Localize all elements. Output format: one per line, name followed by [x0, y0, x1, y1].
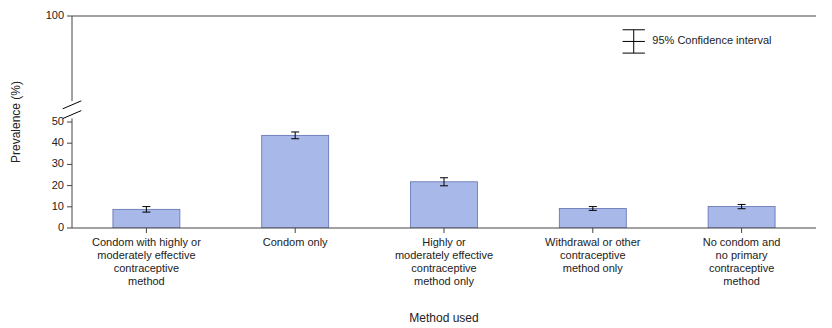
y-tick-label: 30	[52, 157, 64, 169]
x-tick-label-line: moderately effective	[97, 249, 195, 261]
y-tick-label: 20	[52, 179, 64, 191]
error-bar	[291, 132, 299, 139]
y-tick-label: 50	[52, 115, 64, 127]
x-tick-label-line: no primary	[716, 249, 768, 261]
y-tick	[67, 143, 72, 144]
y-tick-label: 0	[58, 221, 64, 233]
x-tick-label-line: contraceptive	[709, 262, 774, 274]
x-tick	[741, 228, 742, 233]
x-tick-label: Condom with highly ormoderately effectiv…	[92, 236, 201, 287]
ci-key-label: 95% Confidence interval	[652, 34, 771, 46]
x-tick	[592, 228, 593, 233]
x-tick-label: Condom only	[263, 236, 328, 248]
top-boundary-line	[72, 16, 816, 17]
y-tick-label: 100	[46, 9, 64, 21]
error-bar	[738, 204, 746, 208]
chart-container: 01020304050100Condom with highly ormoder…	[0, 0, 832, 328]
x-tick-label-line: Withdrawal or other	[545, 236, 641, 248]
x-tick-label-line: method	[723, 275, 760, 287]
x-tick-label-line: contraceptive	[114, 262, 179, 274]
chart-svg: 01020304050100Condom with highly ormoder…	[0, 0, 832, 328]
x-tick-label-line: Condom only	[263, 236, 328, 248]
x-tick-label-line: method only	[563, 262, 623, 274]
x-tick-label-line: method	[128, 275, 165, 287]
x-tick	[444, 228, 445, 233]
ci-key-symbol	[623, 30, 645, 53]
axis-break-mark	[63, 101, 81, 109]
x-tick-label-line: contraceptive	[560, 249, 625, 261]
y-tick	[67, 122, 72, 123]
bar	[262, 135, 329, 228]
x-tick	[146, 228, 147, 233]
x-tick-label-line: Condom with highly or	[92, 236, 201, 248]
error-bar	[142, 207, 150, 213]
x-tick-label: Withdrawal or othercontraceptivemethod o…	[545, 236, 641, 274]
x-tick-label-line: No condom and	[703, 236, 781, 248]
error-bars	[142, 132, 745, 212]
error-bar	[440, 178, 448, 186]
bar	[708, 207, 775, 228]
y-tick-label: 40	[52, 136, 64, 148]
x-tick-label-line: method only	[414, 275, 474, 287]
y-axis-label: Prevalence (%)	[9, 81, 23, 163]
x-tick-label-line: contraceptive	[411, 262, 476, 274]
x-tick-label: Highly ormoderately effectivecontracepti…	[395, 236, 493, 287]
bars	[113, 135, 775, 228]
y-axis-line	[72, 16, 73, 228]
x-tick-label-line: Highly or	[422, 236, 466, 248]
x-tick-label-line: moderately effective	[395, 249, 493, 261]
y-tick	[67, 206, 72, 207]
y-tick	[67, 16, 72, 17]
x-tick-label: No condom andno primarycontraceptivemeth…	[703, 236, 781, 287]
axis-break-mark	[63, 111, 81, 119]
error-bar	[589, 207, 597, 211]
y-tick	[67, 228, 72, 229]
y-tick-label: 10	[52, 200, 64, 212]
y-tick	[67, 164, 72, 165]
x-axis-label: Method used	[409, 311, 478, 325]
bar	[411, 182, 478, 228]
bar	[559, 208, 626, 228]
y-tick	[67, 185, 72, 186]
x-tick	[295, 228, 296, 233]
